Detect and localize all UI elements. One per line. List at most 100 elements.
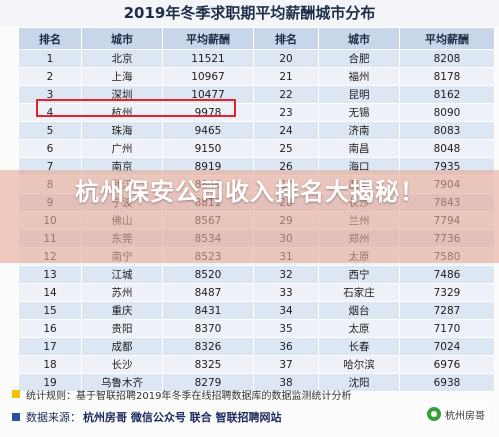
table-cell: 2: [18, 67, 82, 86]
table-row: 15 重庆 8431 34 烟台 7287: [18, 301, 495, 320]
page-title: 2019年冬季求职期平均薪酬城市分布: [0, 0, 499, 27]
table-cell: 长沙: [81, 355, 163, 374]
table-cell: 8083: [399, 121, 495, 140]
table-cell: 38: [253, 373, 319, 392]
table-cell: 34: [253, 301, 319, 320]
table-cell: 5: [18, 121, 82, 140]
table-cell: 8325: [162, 355, 254, 374]
banner-headline: 杭州保安公司收入排名大揭秘！: [75, 178, 425, 206]
table-cell: 10967: [162, 67, 254, 86]
table-cell: 石家庄: [318, 283, 400, 302]
table-cell: 23: [253, 103, 319, 122]
table-header-row: 排名 城市 平均薪酬 排名 城市 平均薪酬: [18, 27, 495, 50]
highlight-box-hangzhou: [36, 99, 236, 117]
col-city-left: 城市: [81, 27, 163, 50]
col-rank-left: 排名: [18, 27, 82, 50]
table-cell: 24: [253, 121, 319, 140]
source-label: 数据来源：: [26, 411, 81, 424]
table-cell: 8162: [399, 85, 495, 104]
table-cell: 18: [18, 355, 82, 374]
table-cell: 25: [253, 139, 319, 158]
table-cell: 8279: [162, 373, 254, 392]
bullet-square-icon: [12, 413, 20, 421]
table-cell: 重庆: [81, 301, 163, 320]
table-cell: 11521: [162, 49, 254, 68]
wechat-icon: [427, 407, 441, 421]
table-cell: 7287: [399, 301, 495, 320]
table-cell: 32: [253, 265, 319, 284]
table-cell: 20: [253, 49, 319, 68]
table-cell: 16: [18, 319, 82, 338]
col-salary-left: 平均薪酬: [162, 27, 254, 50]
table-cell: 哈尔滨: [318, 355, 400, 374]
table-cell: 广州: [81, 139, 163, 158]
table-cell: 烟台: [318, 301, 400, 320]
table-cell: 8487: [162, 283, 254, 302]
table-cell: 13: [18, 265, 82, 284]
table-row: 14 苏州 8487 33 石家庄 7329: [18, 283, 495, 302]
table-cell: 太原: [318, 319, 400, 338]
table-cell: 9465: [162, 121, 254, 140]
table-cell: 济南: [318, 121, 400, 140]
table-cell: 6976: [399, 355, 495, 374]
table-cell: 7329: [399, 283, 495, 302]
table-cell: 昆明: [318, 85, 400, 104]
table-cell: 36: [253, 337, 319, 356]
table-cell: 苏州: [81, 283, 163, 302]
col-salary-right: 平均薪酬: [399, 27, 495, 50]
bullet-square-icon: [12, 390, 20, 398]
table-cell: 合肥: [318, 49, 400, 68]
table-cell: 沈阳: [318, 373, 400, 392]
data-source: 数据来源： 杭州房哥 微信公众号 联合 智联招聘网站: [12, 406, 482, 428]
table-row: 19 乌鲁木齐 8279 38 沈阳 6938: [18, 373, 495, 392]
table-cell: 无锡: [318, 103, 400, 122]
table-cell: 江城: [81, 265, 163, 284]
source-value: 杭州房哥 微信公众号 联合 智联招聘网站: [83, 411, 282, 424]
table-cell: 19: [18, 373, 82, 392]
table-cell: 7170: [399, 319, 495, 338]
table-cell: 8370: [162, 319, 254, 338]
table-cell: 7486: [399, 265, 495, 284]
table-row: 13 江城 8520 32 西宁 7486: [18, 265, 495, 284]
table-cell: 杭州: [81, 103, 163, 122]
table-cell: 长春: [318, 337, 400, 356]
table-cell: 21: [253, 67, 319, 86]
table-cell: 9150: [162, 139, 254, 158]
table-cell: 37: [253, 355, 319, 374]
table-cell: 8431: [162, 301, 254, 320]
table-cell: 33: [253, 283, 319, 302]
table-cell: 22: [253, 85, 319, 104]
table-row: 6 广州 9150 25 南昌 8048: [18, 139, 495, 158]
table-cell: 北京: [81, 49, 163, 68]
table-cell: 福州: [318, 67, 400, 86]
table-cell: 珠海: [81, 121, 163, 140]
table-cell: 4: [18, 103, 82, 122]
table-cell: 17: [18, 337, 82, 356]
table-cell: 35: [253, 319, 319, 338]
stat-rule-text: 统计规则：基于智联招聘2019年冬季在线招聘数据库的数据监测统计分析: [26, 390, 352, 402]
table-row: 4 杭州 9978 23 无锡 8090: [18, 103, 495, 122]
table-cell: 上海: [81, 67, 163, 86]
table-cell: 8208: [399, 49, 495, 68]
table-cell: 贵阳: [81, 319, 163, 338]
table-cell: 15: [18, 301, 82, 320]
table-cell: 8178: [399, 67, 495, 86]
table-cell: 7024: [399, 337, 495, 356]
table-cell: 乌鲁木齐: [81, 373, 163, 392]
banner-overlay: [0, 170, 499, 263]
col-rank-right: 排名: [253, 27, 319, 50]
table-row: 1 北京 11521 20 合肥 8208: [18, 49, 495, 68]
table-cell: 西宁: [318, 265, 400, 284]
table-cell: 6938: [399, 373, 495, 392]
table-cell: 8048: [399, 139, 495, 158]
table-cell: 6: [18, 139, 82, 158]
table-row: 5 珠海 9465 24 济南 8083: [18, 121, 495, 140]
table-row: 17 成都 8326 36 长春 7024: [18, 337, 495, 356]
table-row: 16 贵阳 8370 35 太原 7170: [18, 319, 495, 338]
stat-rule-note: 统计规则：基于智联招聘2019年冬季在线招聘数据库的数据监测统计分析: [12, 386, 482, 402]
table-cell: 南昌: [318, 139, 400, 158]
table-row: 18 长沙 8325 37 哈尔滨 6976: [18, 355, 495, 374]
col-city-right: 城市: [318, 27, 400, 50]
table-cell: 8326: [162, 337, 254, 356]
table-row: 2 上海 10967 21 福州 8178: [18, 67, 495, 86]
